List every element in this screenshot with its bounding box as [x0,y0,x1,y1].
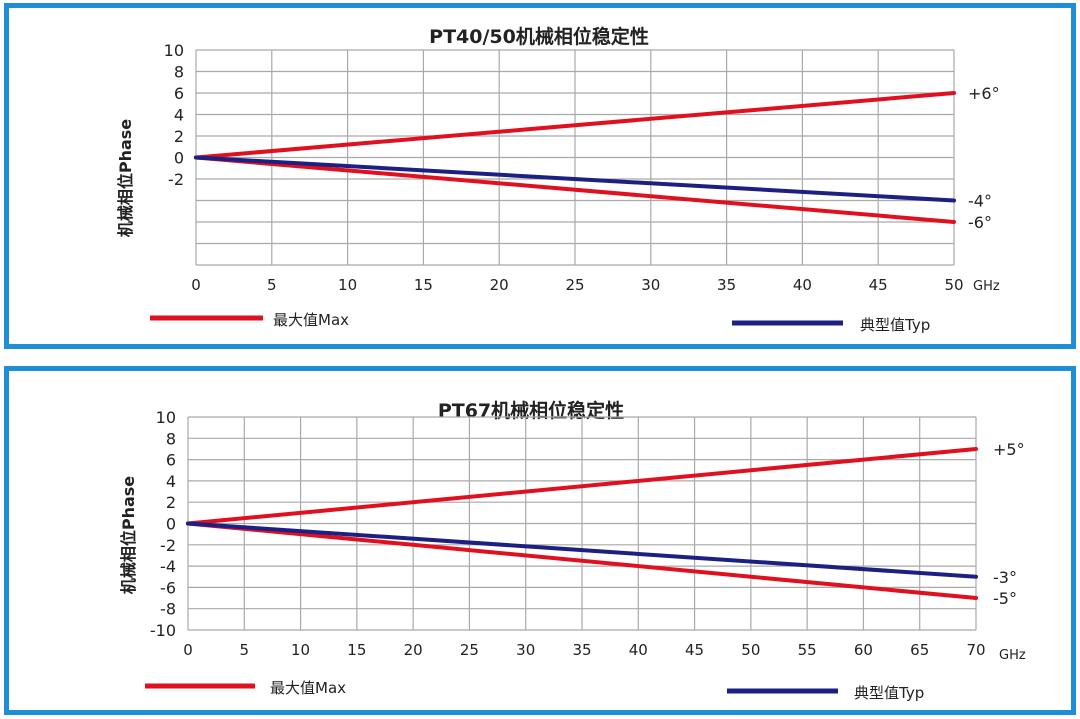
series-end-label: -6° [968,213,992,232]
x-tick-label: 30 [516,641,535,659]
y-tick-label: 2 [174,127,184,146]
x-tick-label: 25 [460,641,479,659]
series-line-typ [194,155,956,203]
x-tick-label: 10 [291,641,310,659]
y-tick-label: -10 [150,621,176,640]
chart-panel-pt40-50: PT40/50机械相位稳定性 0 5 10 15 20 25 30 35 40 45 50 10 8 6 4… [4,3,1076,349]
series-line-max [194,91,956,160]
y-tick-label: -6 [160,578,176,597]
y-tick-label: 4 [166,472,176,491]
x-tick-label: 10 [338,276,357,294]
x-tick-label: 45 [685,641,704,659]
y-tick-label: 10 [164,41,184,60]
x-tick-label: 5 [267,276,277,294]
y-axis-label: 机械相位Phase [116,119,135,237]
chart-title: PT40/50机械相位稳定性 [429,25,649,48]
y-tick-label: 10 [156,408,176,427]
x-tick-label: 0 [191,276,201,294]
y-tick-label: 8 [166,429,176,448]
y-tick-label: 0 [166,515,176,534]
chart-title: PT67机械相位稳定性 [438,399,624,422]
legend-typ-label: 典型值Typ [854,684,924,702]
legend-max-label: 最大值Max [273,311,349,329]
y-tick-label: 0 [174,149,184,168]
x-axis-unit: GHz [973,279,1000,294]
series-end-label: +5° [993,440,1025,459]
x-tick-label: 30 [641,276,660,294]
x-tick-label: 25 [565,276,584,294]
x-tick-label: 50 [944,276,963,294]
series-line-max [194,155,956,224]
chart-pt67: PT67机械相位稳定性 0 5 10 15 20 25 30 35 40 45 50 55 60 65 70… [119,399,1026,702]
x-tick-label: 40 [793,276,812,294]
series-end-label: -4° [968,192,992,211]
series-line-typ [186,521,978,579]
x-tick-label: 55 [798,641,817,659]
y-tick-label: -2 [168,170,184,189]
series-end-label: -3° [993,568,1017,587]
x-tick-label: 15 [414,276,433,294]
x-tick-label: 35 [572,641,591,659]
y-tick-label: 2 [166,493,176,512]
x-tick-label: 40 [629,641,648,659]
y-axis-label: 机械相位Phase [119,476,138,594]
x-axis-unit: GHz [999,648,1026,663]
chart-pt40-50: PT40/50机械相位稳定性 0 5 10 15 20 25 30 35 40 45 5010864… [116,25,1000,334]
x-tick-label: 50 [741,641,760,659]
x-tick-label: 35 [717,276,736,294]
legend-max-label: 最大值Max [270,679,346,697]
x-tick-label: 70 [966,641,985,659]
x-tick-label: 0 [183,641,193,659]
series-end-label: -5° [993,589,1017,608]
x-tick-label: 15 [347,641,366,659]
y-tick-label: 8 [174,63,184,82]
x-tick-label: 20 [404,641,423,659]
x-tick-label: 5 [240,641,250,659]
y-tick-label: -8 [160,600,176,619]
chart-panel-pt67: PT67机械相位稳定性 0 5 10 15 20 25 30 35 40 45 50 55 60 65 70… [4,366,1076,715]
y-tick-label: -4 [160,557,176,576]
x-tick-label: 20 [490,276,509,294]
series-line-max [186,446,978,526]
series-end-label: +6° [968,84,1000,103]
y-tick-label: 6 [174,84,184,103]
series-line-max [186,521,978,601]
legend-typ-label: 典型值Typ [860,316,930,334]
y-tick-label: 6 [166,451,176,470]
y-tick-label: 4 [174,106,184,125]
x-tick-label: 65 [910,641,929,659]
x-tick-label: 45 [869,276,888,294]
x-tick-label: 60 [854,641,873,659]
y-tick-label: -2 [160,536,176,555]
